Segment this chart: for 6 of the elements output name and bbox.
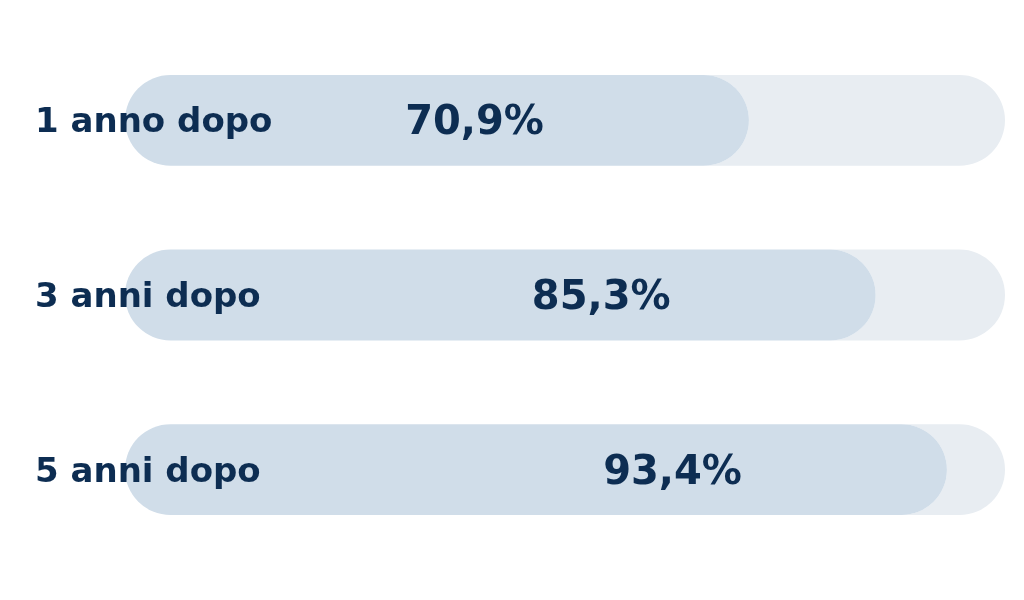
data-label: 70,9% xyxy=(405,97,544,144)
data-label: 93,4% xyxy=(603,446,742,493)
y-tick-label: 5 anni dopo xyxy=(35,449,261,490)
y-tick-label: 3 anni dopo xyxy=(35,275,261,315)
y-tick-label: 1 anno dopo xyxy=(35,100,273,141)
data-label: 85,3% xyxy=(531,272,671,318)
